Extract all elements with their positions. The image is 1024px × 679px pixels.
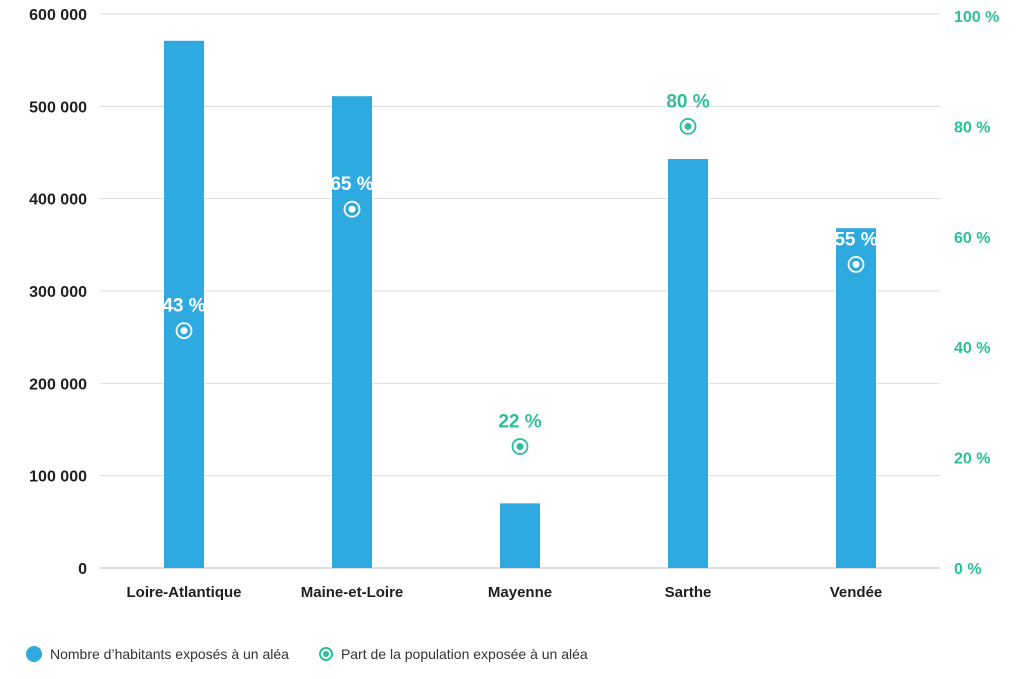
point-marker-center	[852, 260, 860, 268]
point-marker	[511, 438, 529, 455]
point-marker	[175, 322, 193, 340]
point-marker-center	[684, 122, 692, 130]
legend-bar-label: Nombre d’habitants exposés à un aléa	[50, 646, 289, 662]
y-left-tick-label: 200 000	[29, 376, 87, 393]
point-label: 22 %	[498, 412, 541, 433]
x-tick-label: Sarthe	[665, 584, 712, 601]
y-left-tick-label: 600 000	[29, 7, 87, 24]
point-swatch-icon	[318, 647, 333, 661]
point-marker-center	[348, 205, 356, 213]
point-marker	[847, 255, 865, 273]
y-right-tick-label: 80 %	[954, 119, 990, 136]
legend: Nombre d’habitants exposés à un aléa Par…	[26, 646, 618, 662]
y-right-tick-label: 20 %	[954, 451, 990, 468]
x-tick-label: Vendée	[830, 584, 883, 601]
point-label: 43 %	[162, 296, 205, 317]
bar	[500, 503, 540, 568]
bar	[332, 96, 372, 568]
x-tick-label: Maine-et-Loire	[301, 584, 404, 601]
point-marker	[679, 118, 697, 135]
x-tick-label: Loire-Atlantique	[127, 584, 242, 601]
point-marker-center	[516, 443, 524, 451]
y-left-tick-label: 300 000	[29, 284, 87, 301]
legend-point-label: Part de la population exposée à un aléa	[340, 646, 588, 662]
y-left-tick-label: 500 000	[29, 99, 87, 116]
y-left-tick-label: 100 000	[29, 469, 87, 486]
point-marker	[343, 200, 361, 218]
point-label: 65 %	[330, 174, 373, 195]
bar-swatch-icon	[26, 646, 42, 662]
y-right-tick-label: 60 %	[954, 230, 990, 247]
point-marker-center	[180, 327, 188, 335]
legend-item-bars: Nombre d’habitants exposés à un aléa	[26, 646, 289, 662]
bar	[836, 228, 876, 569]
y-right-tick-label: 100 %	[954, 9, 999, 26]
x-tick-label: Mayenne	[488, 584, 552, 601]
bar	[668, 158, 708, 569]
point-label: 55 %	[834, 229, 877, 250]
y-left-tick-label: 400 000	[29, 192, 87, 209]
legend-item-points: Part de la population exposée à un aléa	[318, 646, 588, 662]
y-left-tick-label: 0	[78, 561, 87, 578]
point-label: 80 %	[666, 91, 709, 112]
y-right-tick-label: 0 %	[954, 561, 982, 578]
y-right-tick-label: 40 %	[954, 340, 990, 357]
bar	[164, 40, 204, 568]
